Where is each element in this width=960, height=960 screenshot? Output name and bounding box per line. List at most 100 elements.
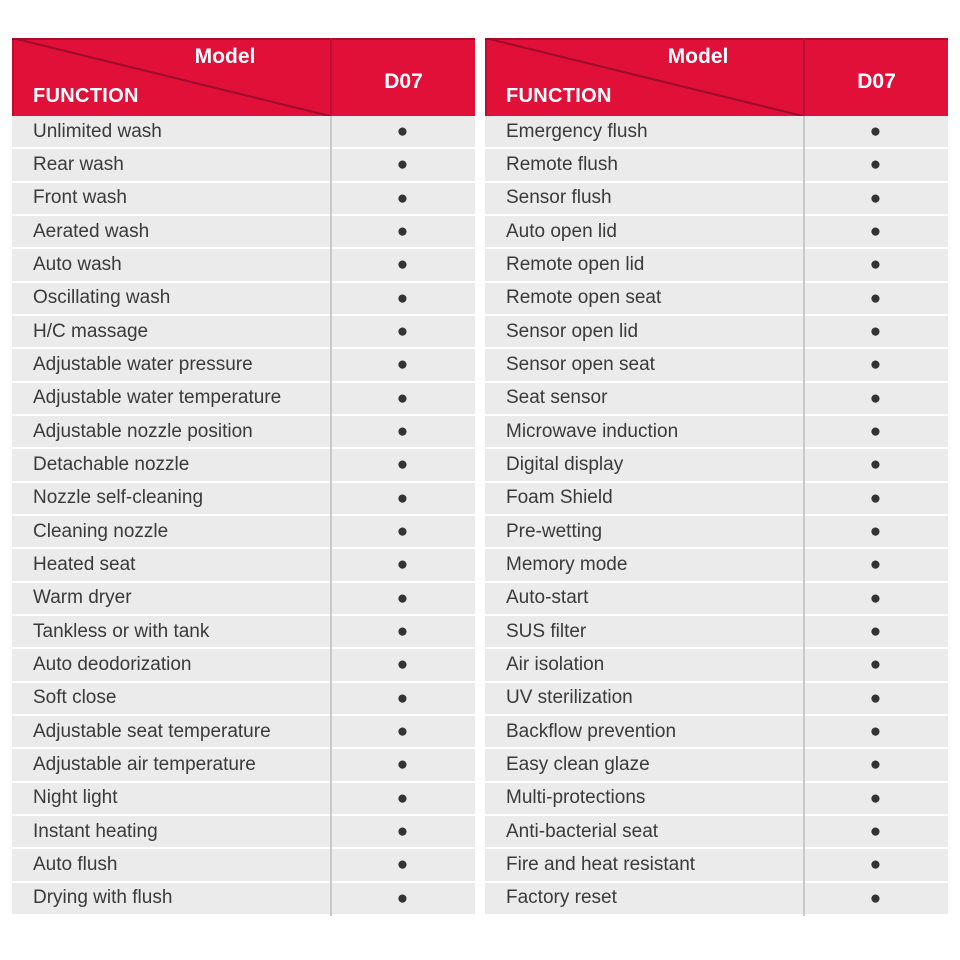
table-row: Microwave induction ● bbox=[485, 415, 948, 450]
function-label: Microwave induction bbox=[506, 420, 679, 442]
availability-dot-icon: ● bbox=[869, 287, 882, 309]
table-body: Unlimited wash ● Rear wash ● Front wash ● Aera… bbox=[12, 116, 475, 916]
table-row: Multi-protections ● bbox=[485, 782, 948, 816]
function-label: Auto wash bbox=[33, 253, 122, 275]
table-row: SUS filter ● bbox=[485, 615, 948, 650]
availability-cell: ● bbox=[803, 316, 948, 347]
table-row: Sensor open lid ● bbox=[485, 315, 948, 350]
table-row: Air isolation ● bbox=[485, 649, 948, 683]
availability-dot-icon: ● bbox=[396, 321, 409, 343]
availability-dot-icon: ● bbox=[869, 887, 882, 909]
header-column-divider bbox=[330, 38, 332, 116]
availability-dot-icon: ● bbox=[869, 321, 882, 343]
availability-cell: ● bbox=[330, 449, 475, 480]
table-header: Model FUNCTION D07 bbox=[12, 38, 475, 116]
function-label: UV sterilization bbox=[506, 687, 633, 709]
availability-cell: ● bbox=[330, 883, 475, 914]
table-row: Cleaning nozzle ● bbox=[12, 515, 475, 550]
table-row: Front wash ● bbox=[12, 182, 475, 216]
function-label: Memory mode bbox=[506, 553, 628, 575]
function-label: Instant heating bbox=[33, 820, 158, 842]
model-header-label: Model bbox=[667, 45, 729, 68]
feature-table-left: Model FUNCTION D07 Unlimited wash ● Rear w… bbox=[12, 38, 475, 916]
availability-dot-icon: ● bbox=[396, 787, 409, 809]
header-model-function-cell: Model FUNCTION bbox=[12, 38, 330, 116]
function-label: Fire and heat resistant bbox=[506, 853, 696, 875]
availability-cell: ● bbox=[330, 716, 475, 747]
function-label: Seat sensor bbox=[506, 387, 608, 409]
table-row: Pre-wetting ● bbox=[485, 515, 948, 550]
table-row: Tankless or with tank ● bbox=[12, 615, 475, 650]
table-row: Adjustable water temperature ● bbox=[12, 382, 475, 416]
availability-dot-icon: ● bbox=[869, 587, 882, 609]
availability-dot-icon: ● bbox=[869, 621, 882, 643]
availability-cell: ● bbox=[803, 183, 948, 214]
availability-cell: ● bbox=[803, 249, 948, 280]
table-row: Factory reset ● bbox=[485, 882, 948, 916]
availability-cell: ● bbox=[803, 449, 948, 480]
availability-dot-icon: ● bbox=[396, 254, 409, 276]
table-row: Auto open lid ● bbox=[485, 215, 948, 250]
availability-cell: ● bbox=[803, 116, 948, 147]
availability-cell: ● bbox=[803, 383, 948, 414]
table-row: Remote open seat ● bbox=[485, 282, 948, 316]
function-label: Adjustable air temperature bbox=[33, 753, 256, 775]
function-label: Factory reset bbox=[506, 887, 617, 909]
function-label: Soft close bbox=[33, 687, 117, 709]
body-column-divider bbox=[330, 116, 332, 916]
function-label: Auto-start bbox=[506, 587, 589, 609]
availability-dot-icon: ● bbox=[396, 221, 409, 243]
table-row: Fire and heat resistant ● bbox=[485, 849, 948, 883]
availability-cell: ● bbox=[803, 583, 948, 614]
function-label: SUS filter bbox=[506, 620, 587, 642]
availability-cell: ● bbox=[803, 816, 948, 847]
availability-cell: ● bbox=[330, 249, 475, 280]
availability-cell: ● bbox=[330, 616, 475, 647]
availability-dot-icon: ● bbox=[869, 487, 882, 509]
availability-dot-icon: ● bbox=[869, 354, 882, 376]
table-row: Oscillating wash ● bbox=[12, 282, 475, 316]
function-label: Warm dryer bbox=[33, 587, 132, 609]
availability-dot-icon: ● bbox=[869, 854, 882, 876]
table-row: Emergency flush ● bbox=[485, 116, 948, 150]
table-row: Sensor open seat ● bbox=[485, 349, 948, 383]
table-row: Auto-start ● bbox=[485, 582, 948, 616]
function-label: Easy clean glaze bbox=[506, 753, 650, 775]
function-label: Foam Shield bbox=[506, 487, 613, 509]
table-row: Rear wash ● bbox=[12, 149, 475, 183]
function-label: Anti-bacterial seat bbox=[506, 820, 659, 842]
table-row: Auto wash ● bbox=[12, 249, 475, 283]
function-label: Multi-protections bbox=[506, 787, 646, 809]
function-label: Adjustable water temperature bbox=[33, 387, 282, 409]
availability-cell: ● bbox=[803, 216, 948, 247]
availability-cell: ● bbox=[330, 583, 475, 614]
availability-dot-icon: ● bbox=[396, 621, 409, 643]
availability-cell: ● bbox=[330, 549, 475, 580]
availability-dot-icon: ● bbox=[869, 521, 882, 543]
table-row: Digital display ● bbox=[485, 449, 948, 483]
table-row: Warm dryer ● bbox=[12, 582, 475, 616]
availability-cell: ● bbox=[330, 183, 475, 214]
table-row: Drying with flush ● bbox=[12, 882, 475, 916]
function-label: Remote open lid bbox=[506, 253, 645, 275]
function-label: Air isolation bbox=[506, 653, 605, 675]
availability-dot-icon: ● bbox=[869, 554, 882, 576]
availability-cell: ● bbox=[330, 849, 475, 880]
table-row: Soft close ● bbox=[12, 682, 475, 716]
model-column-header: D07 bbox=[384, 70, 423, 93]
feature-table-right: Model FUNCTION D07 Emergency flush ● Remot… bbox=[485, 38, 948, 916]
function-label: Rear wash bbox=[33, 153, 124, 175]
availability-dot-icon: ● bbox=[396, 387, 409, 409]
table-row: Anti-bacterial seat ● bbox=[485, 815, 948, 850]
table-row: Remote open lid ● bbox=[485, 249, 948, 283]
header-model-function-cell: Model FUNCTION bbox=[485, 38, 803, 116]
function-label: Auto flush bbox=[33, 853, 118, 875]
function-label: Nozzle self-cleaning bbox=[33, 487, 204, 509]
function-label: Night light bbox=[33, 787, 118, 809]
availability-dot-icon: ● bbox=[869, 154, 882, 176]
function-label: Tankless or with tank bbox=[33, 620, 210, 642]
function-label: Remote flush bbox=[506, 153, 618, 175]
availability-dot-icon: ● bbox=[396, 754, 409, 776]
availability-cell: ● bbox=[803, 783, 948, 814]
